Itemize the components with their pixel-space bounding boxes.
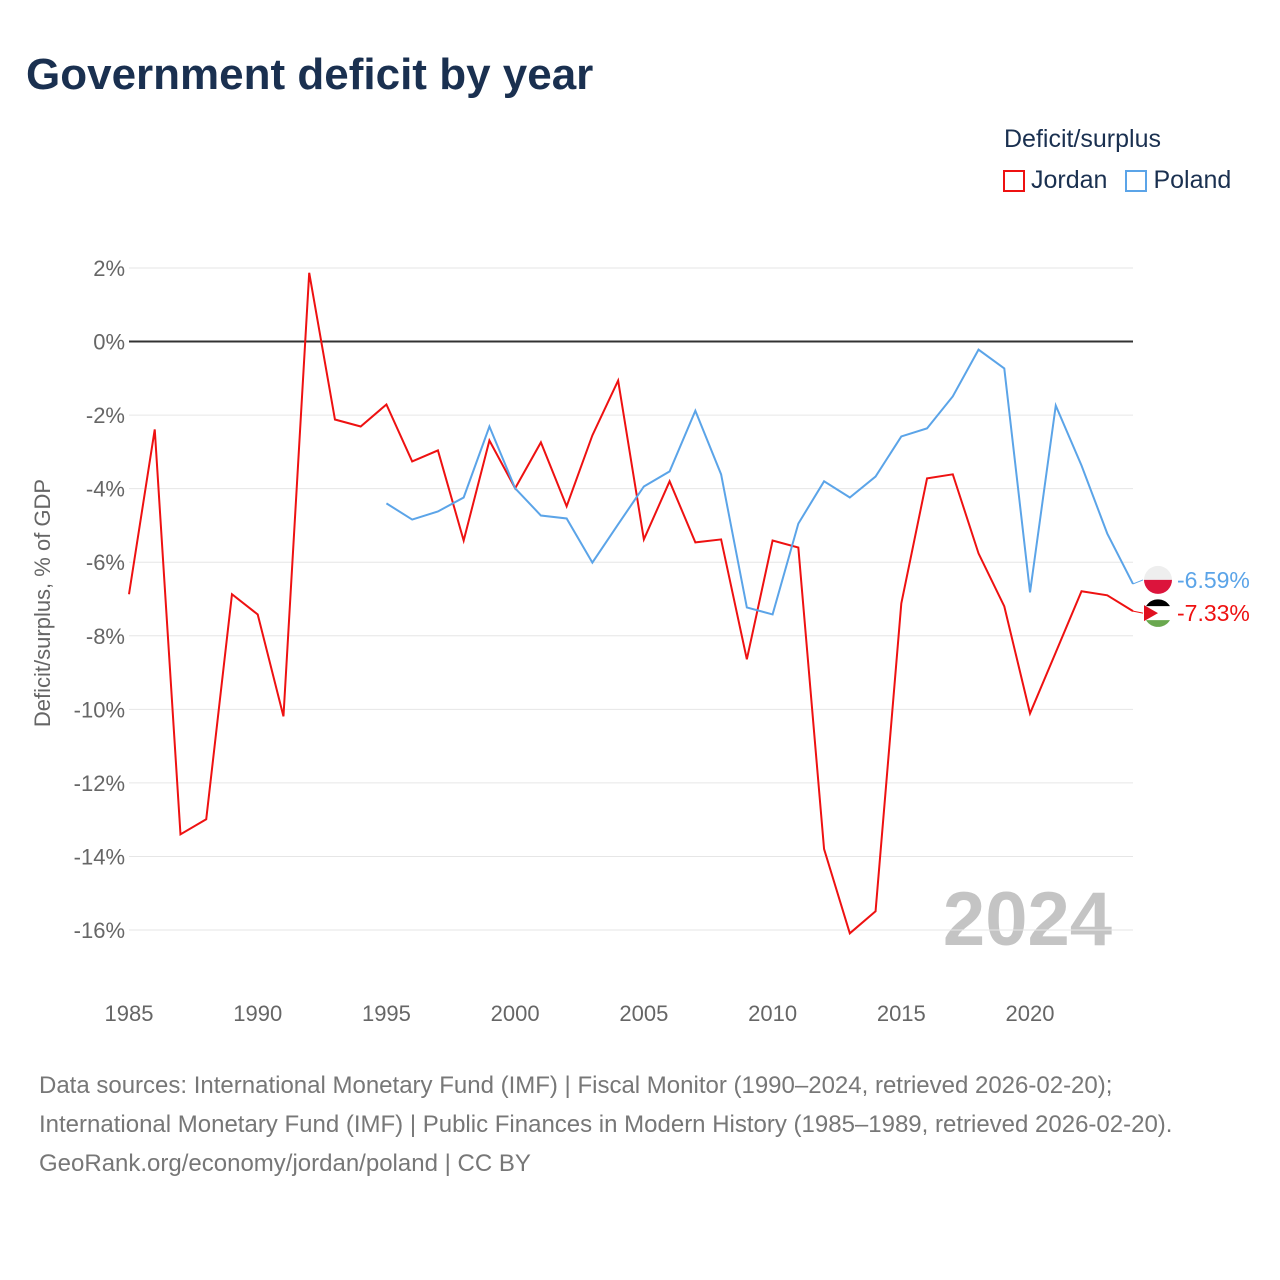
chart-title: Government deficit by year [26, 50, 594, 99]
data-sources: Data sources: International Monetary Fun… [39, 1072, 1173, 1138]
legend-item-jordan[interactable]: Jordan [1003, 166, 1107, 195]
y-tick-label: -8% [86, 624, 125, 649]
y-tick-label: -10% [74, 697, 125, 722]
y-tick-label: -14% [74, 844, 125, 869]
y-tick-label: -4% [86, 477, 125, 502]
x-tick-label: 2015 [877, 1001, 926, 1026]
jordan-flag-black [1146, 599, 1170, 607]
legend-swatch-jordan [1003, 169, 1025, 192]
y-tick-label: -16% [74, 918, 125, 943]
x-tick-label: 1985 [105, 1001, 154, 1026]
y-tick-label: 0% [93, 330, 125, 355]
legend-swatch-poland [1125, 169, 1148, 192]
x-tick-label: 2020 [1006, 1001, 1055, 1026]
y-tick-label: -6% [86, 550, 125, 575]
y-tick-label: -12% [74, 771, 125, 796]
end-connector [1132, 579, 1144, 585]
x-tick-label: 1990 [233, 1001, 282, 1026]
legend-label-poland: Poland [1153, 166, 1232, 194]
x-tick-label: 2005 [619, 1001, 668, 1026]
footer: Data sources: International Monetary Fun… [39, 1066, 1239, 1183]
y-axis-label: Deficit/surplus, % of GDP [30, 479, 55, 727]
y-tick-label: -2% [86, 403, 125, 428]
x-tick-label: 1995 [362, 1001, 411, 1026]
end-connector [1132, 610, 1144, 614]
end-value-label-poland: -6.59% [1177, 567, 1250, 593]
legend-label-jordan: Jordan [1031, 166, 1108, 194]
legend-title: Deficit/surplus [1004, 125, 1161, 153]
series-line-poland [385, 348, 1134, 616]
credit-link[interactable]: GeoRank.org/economy/jordan/poland | CC B… [39, 1150, 531, 1177]
year-watermark: 2024 [943, 877, 1112, 962]
end-value-label-jordan: -7.33% [1177, 600, 1250, 626]
legend-item-poland[interactable]: Poland [1125, 166, 1231, 195]
series-line-jordan [128, 272, 1134, 936]
y-tick-label: 2% [93, 256, 125, 281]
jordan-flag-green [1146, 620, 1170, 627]
x-tick-label: 2000 [491, 1001, 540, 1026]
jordan-flag-triangle [1144, 605, 1158, 622]
poland-flag-red [1144, 579, 1172, 594]
x-tick-label: 2010 [748, 1001, 797, 1026]
legend: Jordan Poland [1003, 166, 1231, 195]
